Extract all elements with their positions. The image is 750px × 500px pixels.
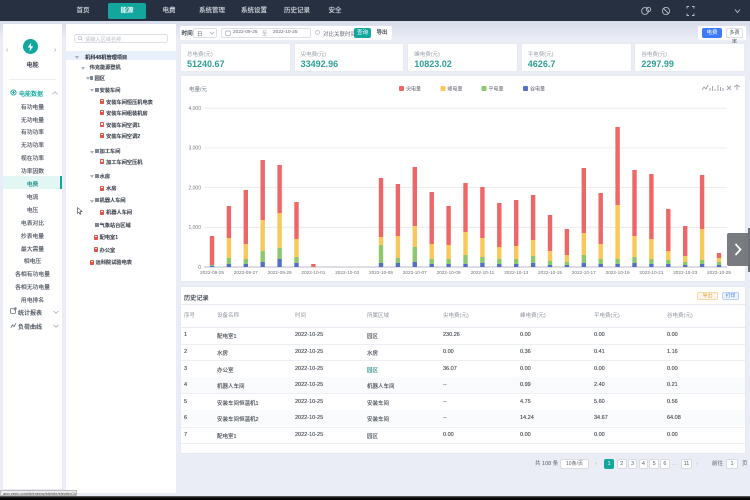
svg-text:电量/元: 电量/元: [189, 85, 208, 93]
svg-text:1,000: 1,000: [188, 225, 201, 231]
svg-text:2022-10-07: 2022-10-07: [403, 270, 427, 275]
svg-text:尖电量: 尖电量: [406, 86, 421, 93]
svg-text:2022-10-11: 2022-10-11: [471, 270, 495, 275]
svg-text:3,000: 3,000: [188, 146, 201, 152]
svg-text:峰电量: 峰电量: [448, 86, 463, 93]
svg-text:2022-09-25: 2022-09-25: [200, 270, 224, 275]
svg-text:2022-10-19: 2022-10-19: [606, 270, 630, 275]
svg-text:4,000: 4,000: [188, 106, 201, 112]
svg-text:平电量: 平电量: [489, 86, 504, 93]
svg-text:2022-10-05: 2022-10-05: [369, 270, 393, 275]
svg-text:0: 0: [198, 265, 201, 271]
svg-text:2022-10-15: 2022-10-15: [538, 270, 562, 275]
svg-text:2,000: 2,000: [188, 185, 201, 191]
svg-text:2022-10-17: 2022-10-17: [572, 270, 596, 275]
svg-text:2022-10-01: 2022-10-01: [301, 270, 325, 275]
svg-text:2022-10-03: 2022-10-03: [335, 270, 359, 275]
svg-text:2022-10-21: 2022-10-21: [639, 270, 663, 275]
svg-text:2022-10-23: 2022-10-23: [673, 270, 697, 275]
svg-text:谷电量: 谷电量: [530, 86, 545, 93]
svg-text:2022-09-27: 2022-09-27: [234, 270, 258, 275]
svg-text:2022-10-13: 2022-10-13: [504, 270, 528, 275]
svg-text:2022-10-09: 2022-10-09: [437, 270, 461, 275]
svg-text:2022-10-25: 2022-10-25: [707, 270, 731, 275]
svg-text:2022-09-29: 2022-09-29: [268, 270, 292, 275]
